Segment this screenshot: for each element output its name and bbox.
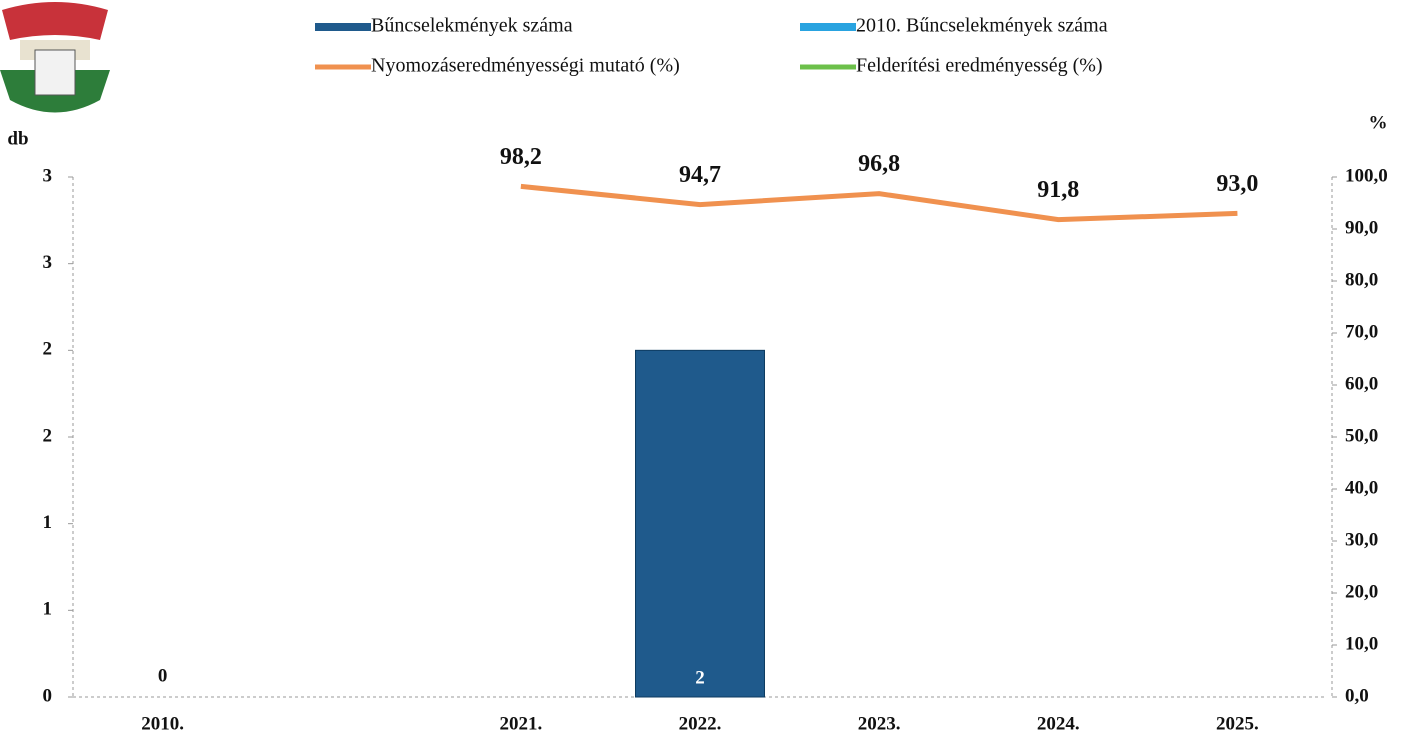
y2-tick-label: 10,0 bbox=[1345, 633, 1378, 654]
x-tick-label: 2024. bbox=[1037, 713, 1080, 734]
x-tick-label: 2023. bbox=[858, 713, 901, 734]
y-tick-label: 2 bbox=[43, 425, 53, 446]
bar-label: 0 bbox=[158, 665, 168, 686]
legend-label: Felderítési eredményesség (%) bbox=[856, 55, 1103, 77]
y2-tick-label: 100,0 bbox=[1345, 165, 1388, 186]
legend-label: Bűncselekmények száma bbox=[371, 15, 573, 37]
chart: db % 01122330,010,020,030,040,050,060,07… bbox=[0, 0, 1415, 740]
y-tick-label: 1 bbox=[43, 599, 53, 620]
x-tick-label: 2025. bbox=[1216, 713, 1259, 734]
data-label: 91,8 bbox=[1037, 177, 1079, 203]
bar bbox=[636, 350, 765, 697]
x-tick-label: 2010. bbox=[141, 713, 184, 734]
y-tick-label: 0 bbox=[43, 685, 53, 706]
legend-swatch bbox=[800, 23, 856, 31]
y-tick-label: 2 bbox=[43, 339, 53, 360]
bar-label: 2 bbox=[695, 667, 705, 688]
legend-label: Nyomozáseredményességi mutató (%) bbox=[371, 55, 680, 77]
y2-tick-label: 60,0 bbox=[1345, 373, 1378, 394]
y-tick-label: 3 bbox=[43, 252, 53, 273]
legend-label: 2010. Bűncselekmények száma bbox=[856, 15, 1108, 37]
y2-tick-label: 30,0 bbox=[1345, 529, 1378, 550]
data-label: 94,7 bbox=[679, 162, 721, 188]
y2-tick-label: 0,0 bbox=[1345, 685, 1369, 706]
y2-axis-title: % bbox=[1369, 112, 1388, 133]
y2-tick-label: 50,0 bbox=[1345, 425, 1378, 446]
data-label: 96,8 bbox=[858, 151, 900, 177]
x-tick-label: 2021. bbox=[499, 713, 542, 734]
y-axis-title: db bbox=[7, 128, 28, 149]
data-label: 93,0 bbox=[1216, 171, 1258, 197]
y2-tick-label: 80,0 bbox=[1345, 269, 1378, 290]
y2-tick-label: 40,0 bbox=[1345, 477, 1378, 498]
y-tick-label: 3 bbox=[43, 165, 53, 186]
y2-tick-label: 90,0 bbox=[1345, 217, 1378, 238]
y2-tick-label: 70,0 bbox=[1345, 321, 1378, 342]
y-tick-label: 1 bbox=[43, 512, 53, 533]
line bbox=[521, 186, 1238, 219]
data-label: 98,2 bbox=[500, 144, 542, 170]
x-tick-label: 2022. bbox=[679, 713, 722, 734]
legend-swatch bbox=[315, 23, 371, 31]
logo bbox=[0, 2, 110, 113]
y2-tick-label: 20,0 bbox=[1345, 581, 1378, 602]
